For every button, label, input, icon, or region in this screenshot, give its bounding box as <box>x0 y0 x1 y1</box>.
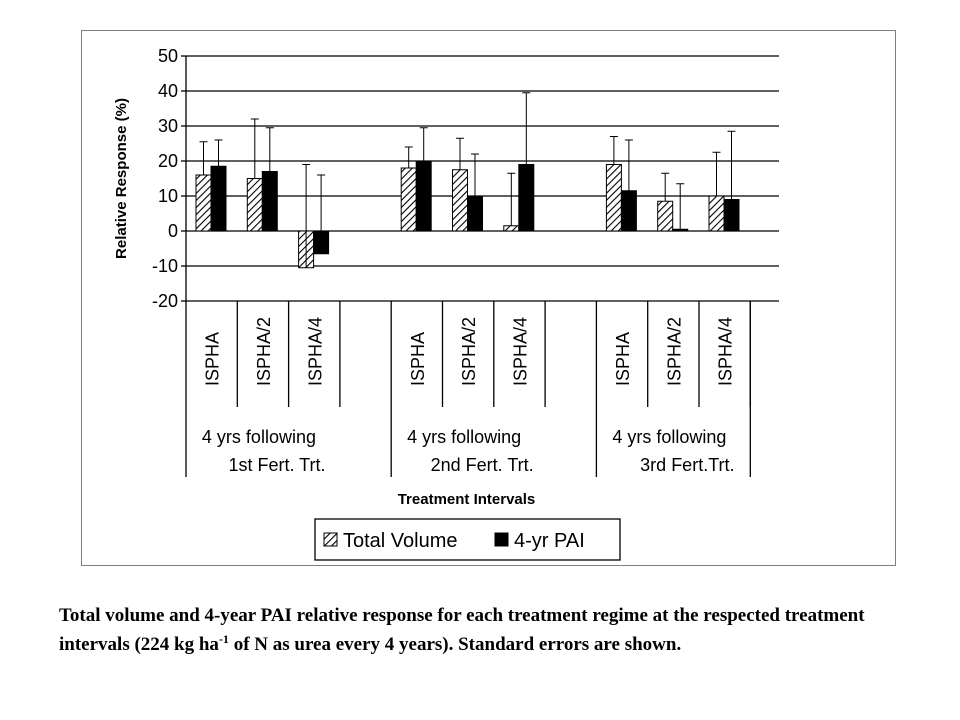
group-label-line2: 2nd Fert. Trt. <box>431 455 534 475</box>
bar <box>210 165 227 232</box>
bar <box>452 169 468 232</box>
bar <box>246 178 263 232</box>
legend-swatch <box>323 532 338 547</box>
y-tick-label: 10 <box>158 186 178 206</box>
x-axis-label: Treatment Intervals <box>398 491 536 508</box>
caption-superscript: -1 <box>218 632 229 646</box>
category-label: ISPHA/2 <box>459 317 479 386</box>
y-tick-label: 0 <box>168 221 178 241</box>
bar <box>708 195 725 232</box>
bar <box>400 167 417 232</box>
bar <box>657 200 674 232</box>
bar <box>518 164 535 232</box>
bar <box>261 171 278 232</box>
bar <box>605 164 622 232</box>
y-tick-label: 40 <box>158 81 178 101</box>
category-label: ISPHA <box>613 332 633 386</box>
bar <box>415 160 432 232</box>
bar <box>672 228 689 232</box>
category-label: ISPHA/2 <box>664 317 684 386</box>
category-label: ISPHA <box>408 332 428 386</box>
category-label: ISPHA <box>203 332 223 386</box>
chart-figure: 50 40 30 20 10 0 -10 -20 Relative Response (%) IS… <box>81 30 896 566</box>
y-tick-label: 30 <box>158 116 178 136</box>
group-label-line1: 4 yrs following <box>407 427 521 447</box>
group-label-line1: 4 yrs following <box>202 427 316 447</box>
category-label: ISPHA/4 <box>305 317 325 386</box>
bar <box>503 225 520 232</box>
group-label-line2: 3rd Fert.Trt. <box>640 455 734 475</box>
caption-text-part2: of N as urea every 4 years). Standard er… <box>228 634 682 655</box>
y-tick-label: -10 <box>152 256 178 276</box>
legend-swatch <box>494 532 509 547</box>
bar <box>195 174 212 232</box>
y-tick-label: 50 <box>158 46 178 66</box>
group-label-line1: 4 yrs following <box>612 427 726 447</box>
bar <box>620 190 637 232</box>
y-axis-label: Relative Response (%) <box>113 98 130 259</box>
y-tick-label: -20 <box>152 291 178 311</box>
figure-caption: Total volume and 4-year PAI relative res… <box>59 601 919 659</box>
legend-label: 4-yr PAI <box>514 530 585 552</box>
category-label: ISPHA/4 <box>716 317 736 386</box>
chart-svg: 50 40 30 20 10 0 -10 -20 Relative Response (%) IS… <box>113 46 779 561</box>
category-label: ISPHA/4 <box>510 317 530 386</box>
caption-text-part1: Total volume and 4-year PAI relative res… <box>59 605 865 655</box>
bar <box>467 195 483 232</box>
legend-label: Total Volume <box>343 530 458 552</box>
y-tick-label: 20 <box>158 151 178 171</box>
category-label: ISPHA/2 <box>254 317 274 386</box>
bar <box>723 199 740 232</box>
legend-box <box>314 518 621 561</box>
group-label-line2: 1st Fert. Trt. <box>228 455 325 475</box>
